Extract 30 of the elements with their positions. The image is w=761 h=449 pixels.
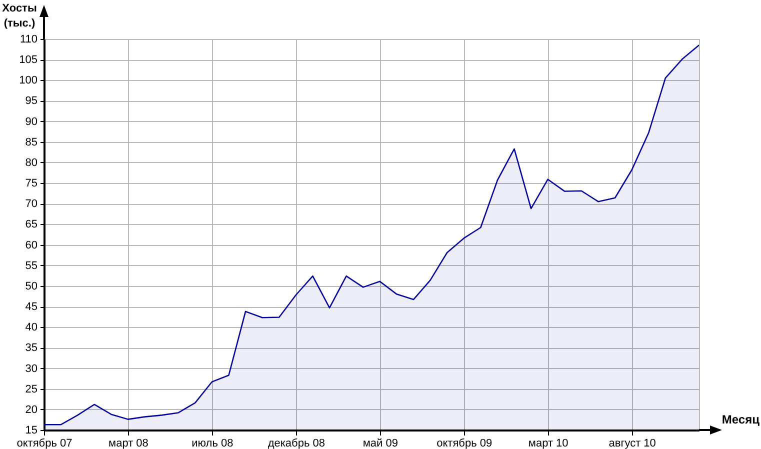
- x-tick-label: май 09: [362, 438, 398, 449]
- x-tick-label: март 10: [528, 438, 568, 449]
- x-tick-label: март 08: [108, 438, 148, 449]
- y-axis-title: Хосты (тыс.): [2, 2, 37, 30]
- y-tick-label: 95: [25, 95, 38, 108]
- y-tick-label: 55: [25, 260, 38, 272]
- y-tick-label: 100: [19, 74, 38, 87]
- x-tick-label: июль 08: [192, 438, 234, 449]
- x-axis-title: Месяц: [722, 412, 760, 426]
- y-tick-label: 40: [25, 322, 38, 334]
- x-tick-label: октябрь 07: [16, 438, 72, 449]
- x-tick-label: октябрь 09: [436, 438, 492, 449]
- y-tick-label: 85: [25, 136, 38, 148]
- y-tick-label: 110: [20, 34, 38, 46]
- y-tick-label: 90: [25, 116, 38, 128]
- y-tick-label: 80: [25, 156, 38, 169]
- y-tick-label: 30: [25, 362, 38, 375]
- x-tick-label: декабрь 08: [268, 438, 325, 449]
- y-tick-label: 20: [25, 404, 38, 416]
- y-tick-label: 35: [25, 342, 38, 354]
- y-tick-label: 60: [25, 239, 38, 252]
- y-tick-label: 15: [25, 424, 38, 436]
- x-tick-label: август 10: [608, 438, 656, 449]
- y-tick-label: 65: [25, 218, 38, 231]
- y-tick-label: 25: [25, 383, 38, 396]
- y-tick-label: 45: [25, 301, 38, 314]
- y-tick-label: 50: [25, 280, 38, 292]
- y-tick-label: 75: [25, 178, 38, 190]
- y-tick-label: 70: [25, 198, 38, 210]
- y-tick-label: 105: [19, 54, 38, 66]
